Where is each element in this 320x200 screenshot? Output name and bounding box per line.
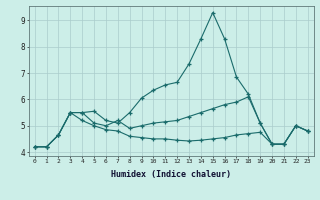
X-axis label: Humidex (Indice chaleur): Humidex (Indice chaleur) <box>111 170 231 179</box>
